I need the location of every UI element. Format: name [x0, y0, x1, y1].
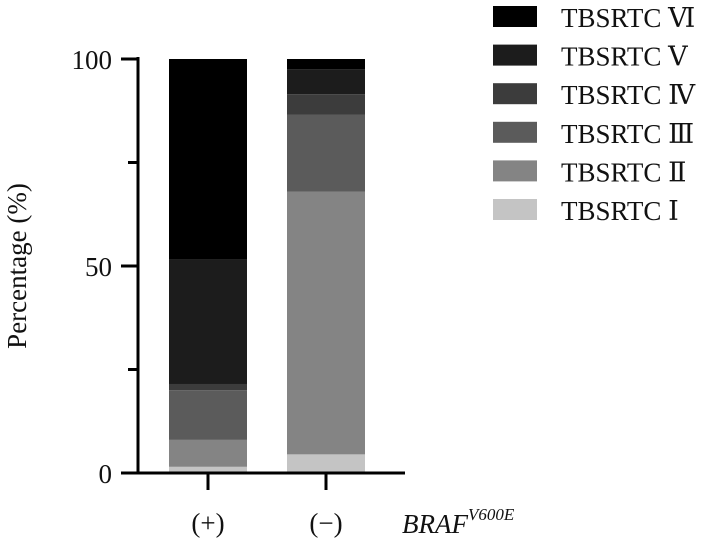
bar-segment-1-5 [169, 259, 247, 384]
legend-swatch-4 [493, 121, 537, 143]
legend-swatch-2 [493, 44, 537, 66]
y-tick-label-1: 0 [99, 459, 113, 489]
legend-label-1: TBSRTC Ⅵ [561, 3, 695, 33]
bar-segment-1-4 [169, 383, 247, 391]
legend-label-3: TBSRTC Ⅳ [561, 80, 696, 110]
y-tick-label-3: 100 [72, 45, 113, 75]
x-tick-label-1: (+) [191, 508, 224, 538]
bar-segment-2-6 [287, 59, 365, 70]
bar-segment-1-1 [169, 466, 247, 473]
bar-segment-2-3 [287, 114, 365, 192]
legend-swatch-1 [493, 6, 537, 27]
legend-label-2: TBSRTC Ⅴ [561, 42, 688, 72]
axes-layer: 0 50 100 (+) (−) [72, 45, 405, 538]
bars-layer [169, 59, 365, 473]
legend-label-4: TBSRTC Ⅲ [561, 119, 694, 149]
bar-segment-1-3 [169, 390, 247, 440]
y-tick-label-2: 50 [85, 252, 112, 282]
legend-swatch-6 [493, 199, 537, 220]
bar-segment-2-2 [287, 191, 365, 455]
x-axis-label-main: BRAF [402, 509, 468, 539]
bar-segment-1-6 [169, 59, 247, 260]
legend: TBSRTC Ⅵ TBSRTC Ⅴ TBSRTC Ⅳ TBSRTC Ⅲ TBSRTC Ⅱ… [493, 3, 696, 226]
x-axis-label: BRAFV600E [402, 505, 515, 539]
legend-swatch-5 [493, 160, 537, 182]
bar-segment-2-4 [287, 94, 365, 115]
legend-swatch-3 [493, 83, 537, 105]
legend-label-6: TBSRTC Ⅰ [561, 196, 679, 226]
bar-segment-2-1 [287, 454, 365, 473]
x-axis-label-sup: V600E [468, 505, 515, 524]
y-axis-label: Percentage (%) [2, 183, 32, 349]
legend-label-5: TBSRTC Ⅱ [561, 157, 687, 187]
bar-segment-2-5 [287, 69, 365, 95]
x-tick-label-2: (−) [309, 508, 342, 538]
bar-segment-1-2 [169, 439, 247, 467]
